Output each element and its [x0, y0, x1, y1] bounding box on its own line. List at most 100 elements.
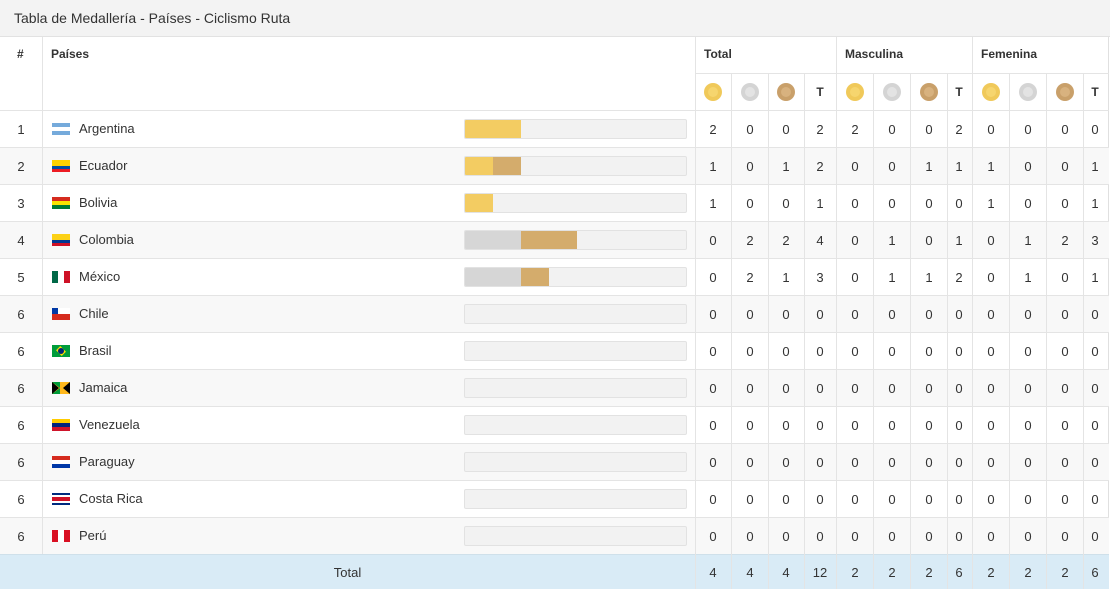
medal-count-cell: 0 [746, 196, 754, 211]
medal-count-cell: 2 [782, 233, 790, 248]
row-country: Bolivia [79, 195, 118, 210]
medal-count-cell: 0 [888, 307, 896, 322]
row-country: Venezuela [79, 417, 140, 432]
medal-count-cell: 0 [987, 455, 995, 470]
medal-count-cell: 1 [987, 196, 995, 211]
medal-count-cell: 0 [987, 529, 995, 544]
medal-count-cell: 0 [888, 455, 896, 470]
medal-bar [464, 489, 687, 509]
table-row[interactable]: 6 Brasil 0 0 0 0 0 0 0 0 0 0 0 0 [0, 332, 1109, 369]
medal-count-cell: 0 [746, 529, 754, 544]
gold-bar-segment [465, 194, 493, 212]
row-country: Paraguay [79, 454, 135, 469]
medal-count-cell: 0 [987, 418, 995, 433]
table-row[interactable]: 1 Argentina 2 0 0 2 2 0 0 2 0 0 0 0 [0, 110, 1109, 147]
row-country: Ecuador [79, 158, 128, 173]
row-rank: 6 [17, 381, 25, 396]
table-row[interactable]: 6 Paraguay 0 0 0 0 0 0 0 0 0 0 0 0 [0, 443, 1109, 480]
gold-medal-icon [846, 83, 864, 101]
medal-count-cell: 0 [709, 270, 717, 285]
medal-count-cell: 0 [955, 307, 963, 322]
medal-count-cell: 1 [955, 233, 963, 248]
medal-count-cell: 0 [851, 381, 859, 396]
medal-count-cell: 0 [1024, 159, 1032, 174]
ecuador-flag-icon [52, 160, 70, 172]
medal-count-cell: 1 [955, 159, 963, 174]
medal-count-cell: 0 [816, 307, 824, 322]
medal-count-cell: 0 [987, 270, 995, 285]
medal-count-cell: 1 [925, 159, 933, 174]
gold-medal-icon [704, 83, 722, 101]
total-row: Total 4 4 4 12 2 2 2 6 2 2 2 6 [0, 554, 1109, 589]
argentina-flag-icon [52, 123, 70, 135]
row-country: Argentina [79, 121, 135, 136]
total-count-cell: 4 [709, 565, 717, 580]
medal-count-cell: 0 [925, 492, 933, 507]
medal-count-cell: 0 [746, 122, 754, 137]
medal-count-cell: 1 [888, 233, 896, 248]
medal-table: # Países Total Masculina Femenina T T T 1 A… [0, 37, 1109, 589]
medal-count-cell: 0 [782, 455, 790, 470]
medal-count-cell: 0 [1061, 344, 1069, 359]
medal-count-cell: 0 [888, 492, 896, 507]
medal-count-cell: 0 [888, 381, 896, 396]
row-country: Costa Rica [79, 491, 143, 506]
medal-count-cell: 0 [709, 492, 717, 507]
medal-count-cell: 1 [888, 270, 896, 285]
medal-count-cell: 0 [816, 418, 824, 433]
medal-count-cell: 0 [1091, 529, 1099, 544]
medal-count-cell: 4 [816, 233, 824, 248]
row-rank: 1 [17, 122, 25, 137]
row-country: Colombia [79, 232, 134, 247]
medal-count-cell: 0 [1024, 307, 1032, 322]
table-row[interactable]: 6 Jamaica 0 0 0 0 0 0 0 0 0 0 0 0 [0, 369, 1109, 406]
medal-count-cell: 0 [851, 196, 859, 211]
medal-count-cell: 0 [888, 159, 896, 174]
medal-count-cell: 0 [925, 307, 933, 322]
row-rank: 6 [17, 455, 25, 470]
medal-count-cell: 0 [709, 381, 717, 396]
medal-count-cell: 0 [987, 122, 995, 137]
table-row[interactable]: 3 Bolivia 1 0 0 1 0 0 0 0 1 0 0 1 [0, 184, 1109, 221]
medal-count-cell: 1 [782, 270, 790, 285]
total-count-cell: 2 [987, 565, 995, 580]
colombia-flag-icon [52, 234, 70, 246]
row-rank: 6 [17, 529, 25, 544]
table-row[interactable]: 6 Costa Rica 0 0 0 0 0 0 0 0 0 0 0 0 [0, 480, 1109, 517]
medal-count-cell: 0 [925, 344, 933, 359]
jamaica-flag-icon [52, 382, 70, 394]
header-group-femenina: Femenina [981, 47, 1038, 61]
medal-count-cell: 0 [1024, 455, 1032, 470]
medal-count-cell: 0 [709, 529, 717, 544]
mexico-flag-icon [52, 271, 70, 283]
medal-count-cell: 1 [816, 196, 824, 211]
row-rank: 5 [17, 270, 25, 285]
row-rank: 6 [17, 344, 25, 359]
medal-bar [464, 193, 687, 213]
total-count-cell: 2 [925, 565, 933, 580]
table-row[interactable]: 6 Perú 0 0 0 0 0 0 0 0 0 0 0 0 [0, 517, 1109, 554]
silver-bar-segment [465, 231, 521, 249]
bolivia-flag-icon [52, 197, 70, 209]
total-count-cell: 2 [1061, 565, 1069, 580]
table-row[interactable]: 6 Chile 0 0 0 0 0 0 0 0 0 0 0 0 [0, 295, 1109, 332]
medal-count-cell: 0 [888, 344, 896, 359]
medal-count-cell: 0 [782, 196, 790, 211]
table-row[interactable]: 4 Colombia 0 2 2 4 0 1 0 1 0 1 2 3 [0, 221, 1109, 258]
medal-count-cell: 0 [709, 344, 717, 359]
row-country: México [79, 269, 121, 284]
row-country: Jamaica [79, 380, 128, 395]
medal-count-cell: 0 [851, 529, 859, 544]
medal-count-cell: 0 [1091, 122, 1099, 137]
medal-bar [464, 452, 687, 472]
medal-count-cell: 0 [816, 492, 824, 507]
medal-bar [464, 415, 687, 435]
row-rank: 4 [17, 233, 25, 248]
medal-count-cell: 1 [987, 159, 995, 174]
table-row[interactable]: 2 Ecuador 1 0 1 2 0 0 1 1 1 0 0 1 [0, 147, 1109, 184]
table-row[interactable]: 5 México 0 2 1 3 0 1 1 2 0 1 0 1 [0, 258, 1109, 295]
table-row[interactable]: 6 Venezuela 0 0 0 0 0 0 0 0 0 0 0 0 [0, 406, 1109, 443]
medal-count-cell: 1 [1091, 196, 1099, 211]
medal-count-cell: 0 [1024, 529, 1032, 544]
total-count-cell: 2 [888, 565, 896, 580]
